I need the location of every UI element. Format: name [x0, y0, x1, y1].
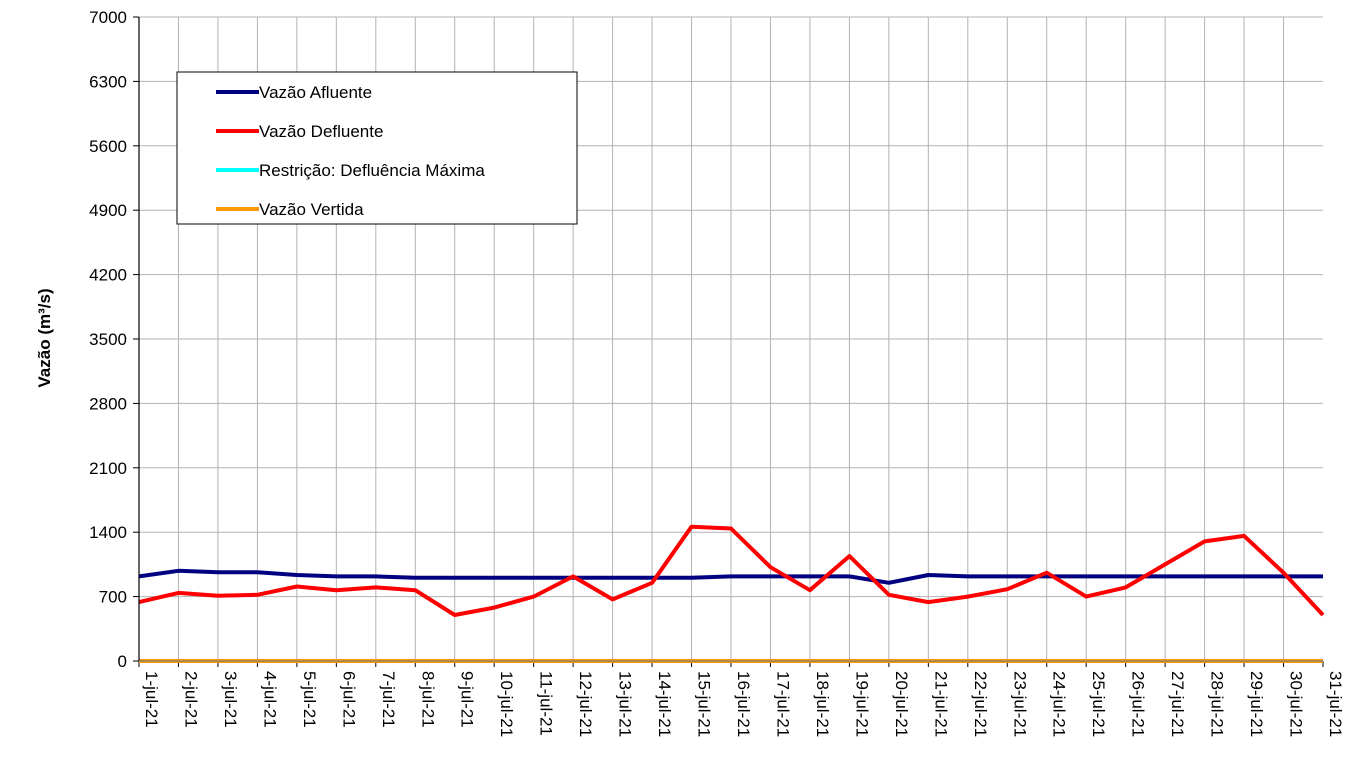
legend-label-3: Vazão Vertida: [259, 200, 364, 219]
x-tick-label: 26-jul-21: [1129, 671, 1148, 737]
x-tick-label: 11-jul-21: [537, 671, 556, 736]
x-tick-label: 2-jul-21: [181, 671, 200, 728]
legend: Vazão Afluente Vazão Defluente Restrição: …: [176, 71, 578, 225]
x-tick-label: 10-jul-21: [497, 671, 516, 737]
x-tick-label: 18-jul-21: [813, 671, 832, 737]
y-tick-label: 0: [118, 652, 127, 671]
legend-label-2: Restrição: Defluência Máxima: [259, 161, 485, 180]
x-tick-label: 25-jul-21: [1089, 671, 1108, 737]
x-tick-label: 6-jul-21: [339, 671, 358, 728]
y-tick-label: 3500: [89, 330, 127, 349]
y-tick-label: 5600: [89, 137, 127, 156]
x-tick-label: 12-jul-21: [576, 671, 595, 737]
legend-label-1: Vazão Defluente: [259, 122, 383, 141]
x-tick-label: 31-jul-21: [1326, 671, 1345, 737]
x-tick-label: 4-jul-21: [260, 671, 279, 728]
y-tick-label: 7000: [89, 8, 127, 27]
x-tick-label: 20-jul-21: [892, 671, 911, 737]
x-tick-label: 30-jul-21: [1287, 671, 1306, 737]
legend-box: [176, 71, 578, 225]
x-tick-label: 28-jul-21: [1208, 671, 1227, 737]
x-tick-label: 24-jul-21: [1050, 671, 1069, 737]
x-tick-label: 9-jul-21: [458, 671, 477, 728]
legend-label-0: Vazão Afluente: [259, 83, 372, 102]
y-tick-label: 1400: [89, 523, 127, 542]
x-tick-label: 8-jul-21: [418, 671, 437, 728]
x-tick-label: 5-jul-21: [300, 671, 319, 728]
x-tick-label: 27-jul-21: [1168, 671, 1187, 737]
series-line-1: [138, 524, 1325, 617]
x-tick-label: 29-jul-21: [1247, 671, 1266, 737]
x-tick-label: 15-jul-21: [695, 671, 714, 737]
y-tick-label: 4200: [89, 266, 127, 285]
y-tick-label: 2800: [89, 394, 127, 413]
y-tick-label: 700: [99, 588, 127, 607]
y-axis-ticks: 0 700 1400 2100 2800 3500 4200 4900 5600 6300 7000: [89, 8, 139, 671]
x-tick-label: 17-jul-21: [773, 671, 792, 737]
x-tick-label: 3-jul-21: [221, 671, 240, 728]
y-tick-label: 2100: [89, 459, 127, 478]
axes: [138, 17, 1323, 662]
y-axis-label: Vazão (m³/s): [35, 288, 54, 387]
y-tick-label: 6300: [89, 72, 127, 91]
x-tick-label: 14-jul-21: [655, 671, 674, 737]
x-tick-label: 7-jul-21: [379, 671, 398, 728]
x-tick-label: 23-jul-21: [1010, 671, 1029, 737]
x-tick-label: 13-jul-21: [616, 671, 635, 737]
x-tick-label: 21-jul-21: [931, 671, 950, 737]
x-tick-label: 1-jul-21: [142, 671, 161, 728]
x-tick-label: 22-jul-21: [971, 671, 990, 737]
x-tick-label: 19-jul-21: [852, 671, 871, 737]
x-tick-label: 16-jul-21: [734, 671, 753, 737]
series-line-0: [138, 568, 1323, 585]
x-axis-ticks: 1-jul-21 2-jul-21 3-jul-21 4-jul-21 5-jul-21…: [138, 661, 1345, 737]
y-tick-label: 4900: [89, 201, 127, 220]
